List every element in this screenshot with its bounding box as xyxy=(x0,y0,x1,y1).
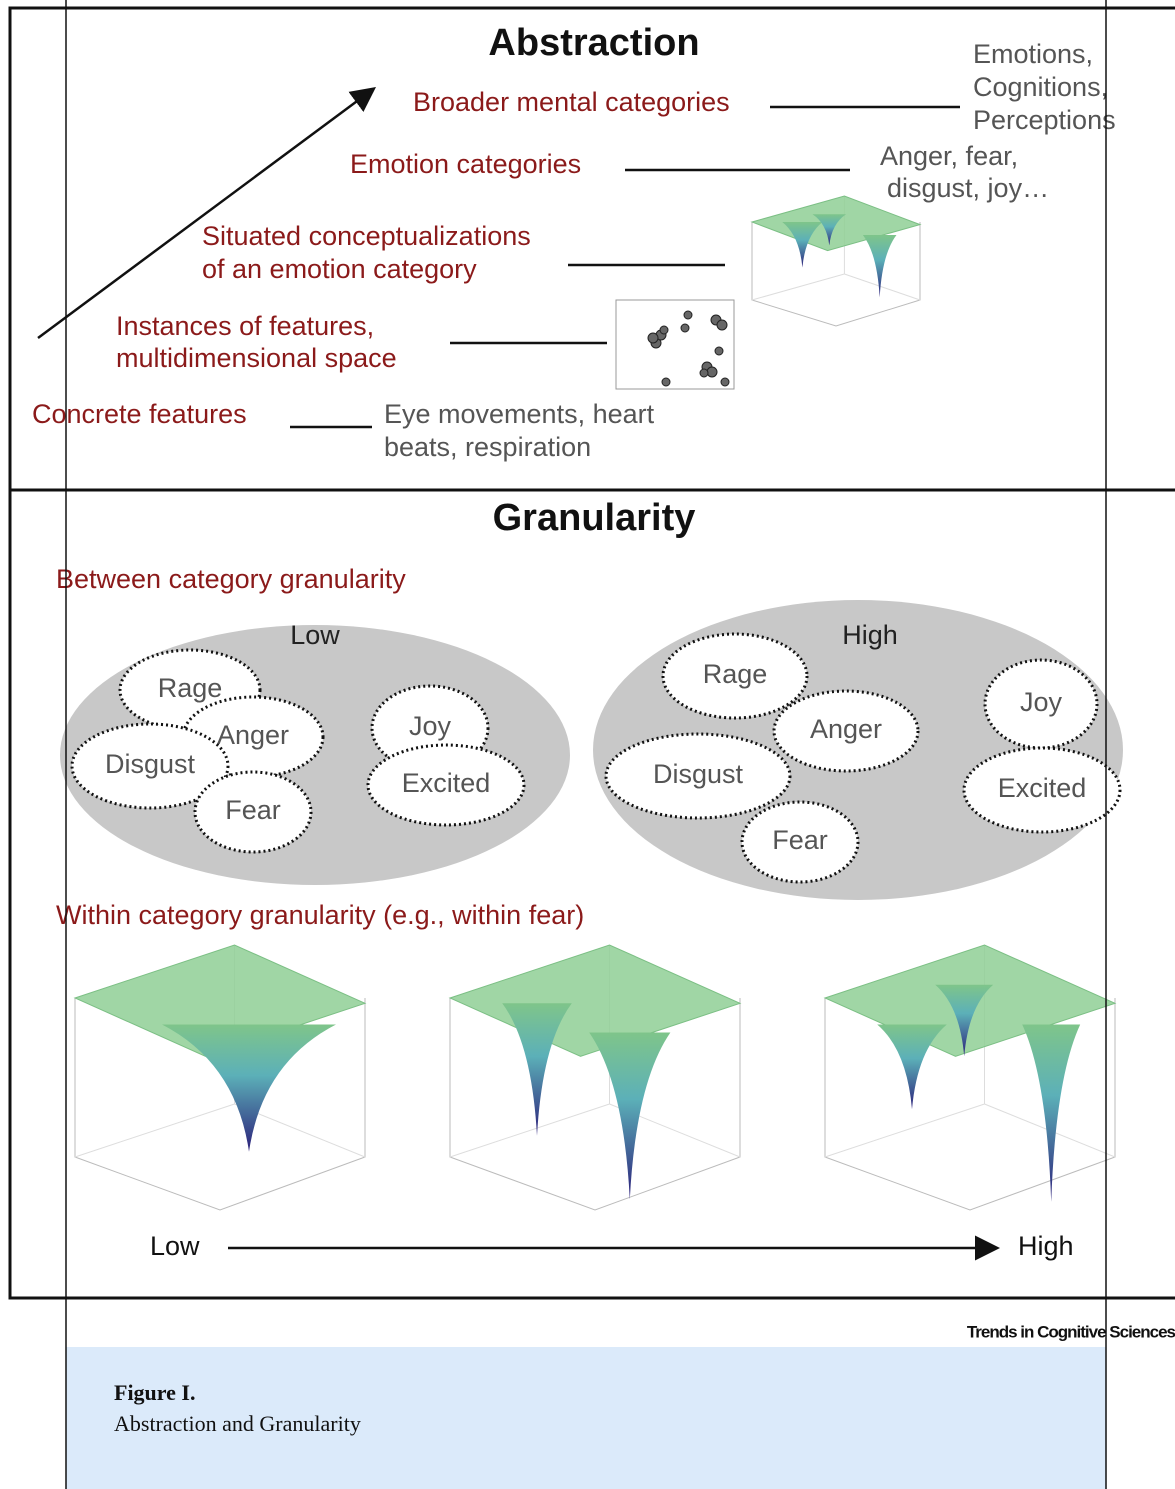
category-label: Excited xyxy=(998,773,1087,803)
figure: Abstraction Broader mental categories Em… xyxy=(0,0,1175,1489)
surface-well xyxy=(863,235,897,297)
level-example: disgust, joy… xyxy=(887,173,1049,203)
category-label: Fear xyxy=(225,795,281,825)
category-label: Fear xyxy=(772,825,828,855)
granularity-panel xyxy=(10,490,1175,1298)
level-example: Cognitions, xyxy=(973,72,1108,102)
surface-well xyxy=(1022,1025,1080,1203)
level-label: Instances of features, xyxy=(116,311,374,341)
surface-plot xyxy=(450,945,740,1210)
axis-high: High xyxy=(1018,1231,1074,1261)
section-title: Between category granularity xyxy=(56,564,406,594)
granularity-title: Granularity xyxy=(493,497,696,539)
caption-label: Figure I. xyxy=(114,1380,195,1405)
level-label: Broader mental categories xyxy=(413,87,730,117)
scatter-box xyxy=(616,300,734,389)
category-label: Rage xyxy=(703,659,768,689)
level-label: multidimensional space xyxy=(116,343,397,373)
level-example: beats, respiration xyxy=(384,432,591,462)
source: Trends in Cognitive Sciences xyxy=(967,1322,1175,1341)
caption-title: Abstraction and Granularity xyxy=(114,1411,361,1436)
category-label: Disgust xyxy=(653,759,744,789)
category-label: Anger xyxy=(810,714,882,744)
margin xyxy=(1107,8,1175,1298)
axis-box xyxy=(844,274,920,300)
surface-well xyxy=(589,1032,670,1199)
level-label: Concrete features xyxy=(32,399,247,429)
level-label: Emotion categories xyxy=(350,149,581,179)
surface-plot xyxy=(75,945,365,1210)
level-example: Anger, fear, xyxy=(880,141,1018,171)
category-label: Anger xyxy=(217,720,289,750)
surface-plot xyxy=(825,945,1115,1210)
category-label: Disgust xyxy=(105,749,196,779)
category-label: Excited xyxy=(402,768,491,798)
surface-plot xyxy=(752,196,920,326)
level-label: Situated conceptualizations xyxy=(202,221,531,251)
category-label: Rage xyxy=(158,673,223,703)
level-example: Emotions, xyxy=(973,39,1093,69)
level-label: of an emotion category xyxy=(202,254,477,284)
category-label: Joy xyxy=(1020,687,1063,717)
section-title: Within category granularity (e.g., withi… xyxy=(56,900,584,930)
abstraction-arrow xyxy=(38,90,372,338)
axis-low: Low xyxy=(150,1231,200,1261)
high-label: High xyxy=(842,620,898,650)
category-label: Joy xyxy=(409,711,452,741)
level-example: Perceptions xyxy=(973,105,1116,135)
abstraction-title: Abstraction xyxy=(488,22,699,64)
level-example: Eye movements, heart xyxy=(384,399,655,429)
low-label: Low xyxy=(290,620,340,650)
